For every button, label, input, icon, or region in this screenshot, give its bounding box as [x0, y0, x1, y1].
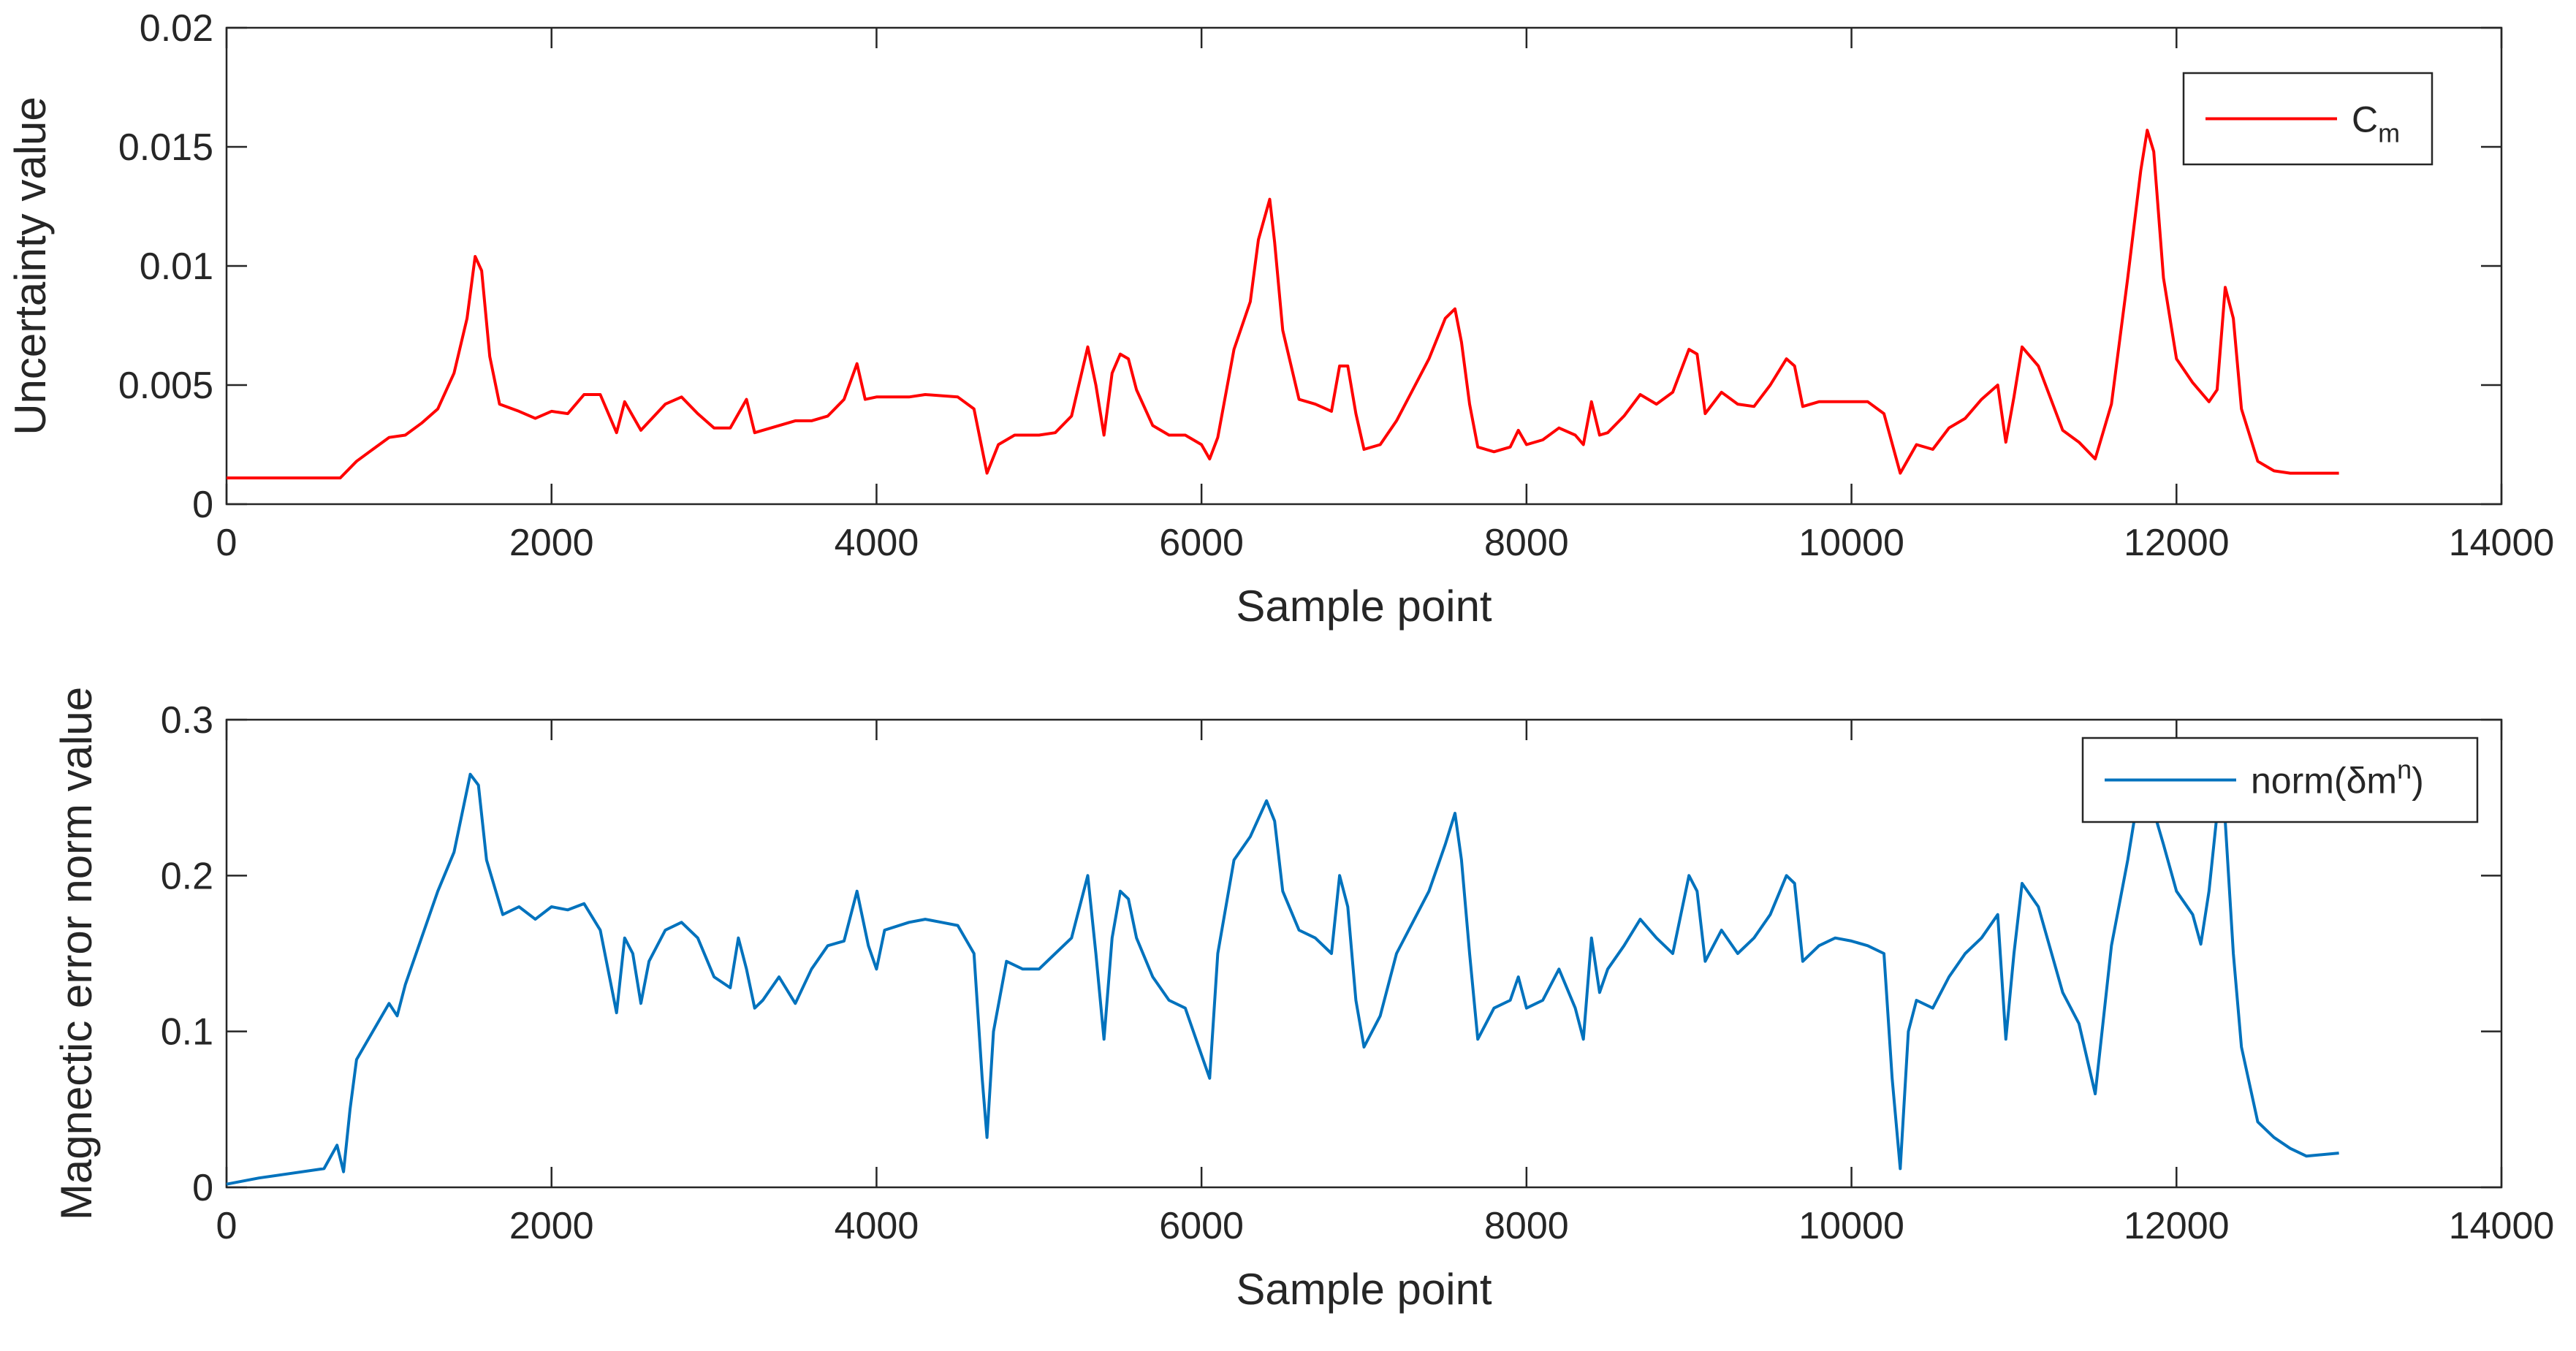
y-tick-label: 0.01	[140, 246, 213, 288]
legend-sub: m	[2378, 118, 2400, 148]
x-axis-label: Sample point	[1236, 1265, 1492, 1314]
y-axis-label: Magnectic error norm value	[52, 687, 101, 1220]
y-axis-label: Uncertainty value	[6, 96, 55, 435]
x-tick-label: 2000	[509, 1205, 594, 1247]
y-tick-label: 0.3	[161, 699, 213, 742]
x-tick-label: 4000	[835, 1205, 919, 1247]
x-tick-label: 14000	[2449, 522, 2555, 564]
series-line-cm	[227, 129, 2339, 480]
x-tick-label: 0	[216, 1205, 238, 1247]
x-tick-label: 10000	[1798, 522, 1904, 564]
x-tick-label: 10000	[1798, 1205, 1904, 1247]
y-tick-label: 0	[192, 484, 213, 526]
legend-label: Cm	[2352, 99, 2400, 148]
x-tick-label: 12000	[2124, 522, 2230, 564]
x-tick-label: 12000	[2124, 1205, 2230, 1247]
legend-sup: n	[2397, 755, 2412, 785]
legend-tail: )	[2412, 761, 2424, 802]
plot-area	[225, 26, 2503, 506]
x-tick-label: 14000	[2449, 1205, 2555, 1247]
x-tick-label: 6000	[1159, 1205, 1244, 1247]
y-tick-label: 0.1	[161, 1011, 213, 1054]
x-tick-label: 4000	[835, 522, 919, 564]
legend-main: C	[2352, 99, 2378, 140]
y-tick-label: 0.015	[118, 126, 213, 169]
x-tick-label: 2000	[509, 522, 594, 564]
chart-1: 0 2000 4000 6000 8000 10000 12000 14000 0 0.005 0.…	[6, 7, 2554, 631]
series-line-norm-dm	[226, 772, 2339, 1186]
x-axis-label: Sample point	[1236, 582, 1492, 631]
y-tick-label: 0.005	[118, 365, 213, 407]
x-tick-label: 6000	[1159, 522, 1244, 564]
x-tick-label: 0	[216, 522, 238, 564]
y-tick-label: 0.02	[140, 7, 213, 50]
x-tick-label: 8000	[1484, 522, 1569, 564]
y-tick-label: 0	[192, 1167, 213, 1209]
legend-main: norm(δm	[2251, 761, 2397, 802]
chart-2: 0 2000 4000 6000 8000 10000 12000 14000 0 0.1 0.2 0…	[52, 687, 2554, 1314]
y-tick-label: 0.2	[161, 855, 213, 897]
legend-label: norm(δmn)	[2251, 755, 2424, 802]
x-tick-label: 8000	[1484, 1205, 1569, 1247]
